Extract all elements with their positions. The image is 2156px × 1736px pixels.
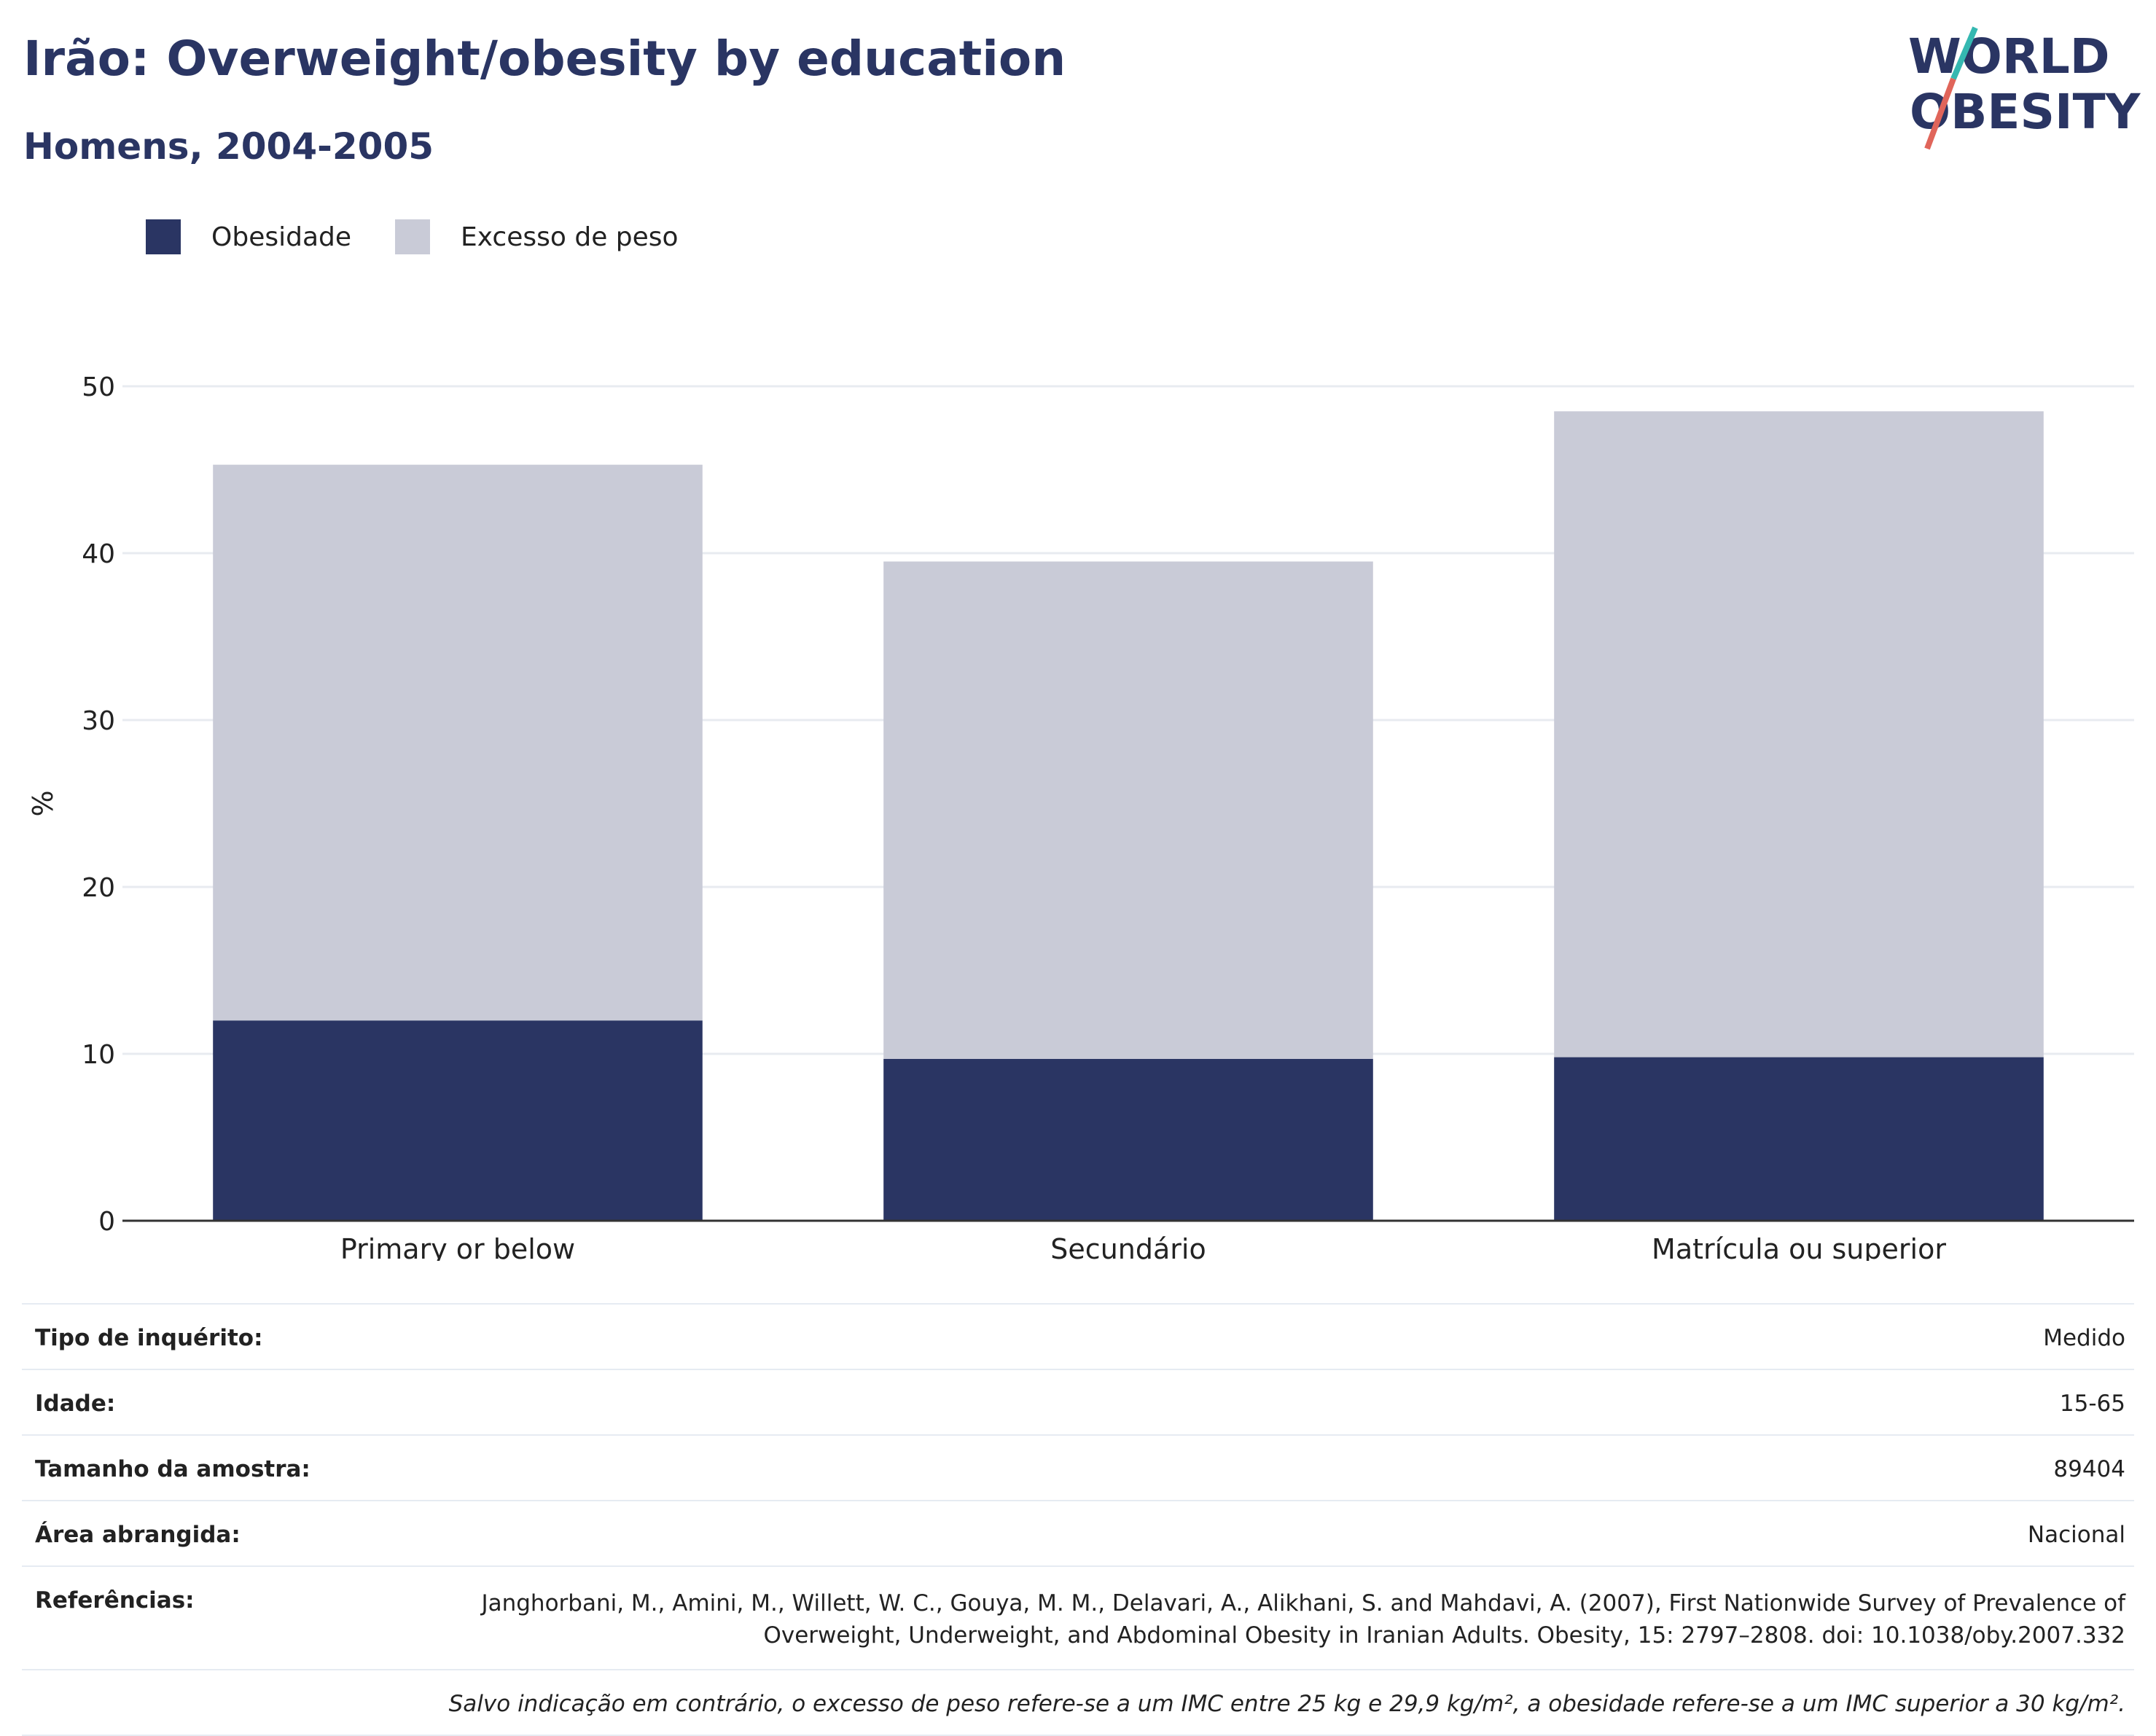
definition-note: Salvo indicação em contrário, o excesso … xyxy=(22,1669,2134,1736)
bar-overweight xyxy=(883,561,1373,1059)
legend-item-obesity[interactable]: Obesidade xyxy=(146,219,351,254)
logo-slash-teal xyxy=(1950,26,1978,80)
chart-title: Irão: Overweight/obesity by education xyxy=(23,31,1066,87)
detail-row-area: Área abrangida: Nacional xyxy=(22,1500,2134,1565)
area-label: Área abrangida: xyxy=(35,1522,241,1548)
bar-obesity xyxy=(1554,1057,2044,1221)
world-obesity-logo: WORLD OBESITY xyxy=(1908,26,2141,150)
y-tick-label: 50 xyxy=(82,372,115,402)
legend-label-overweight: Excesso de peso xyxy=(461,222,679,252)
chart-legend: Obesidade Excesso de peso xyxy=(146,219,722,255)
survey-type-label: Tipo de inquérito: xyxy=(35,1325,263,1351)
definition-note-text: Salvo indicação em contrário, o excesso … xyxy=(448,1691,2125,1717)
sample-size-value: 89404 xyxy=(2053,1456,2125,1482)
y-tick-label: 30 xyxy=(82,706,115,736)
bar-chart: 0 10 20 30 40 50% Primary or below Secundário Ma… xyxy=(27,372,2134,1261)
legend-swatch-overweight xyxy=(395,219,431,254)
bar-overweight xyxy=(213,464,703,1021)
bar-obesity xyxy=(883,1058,1373,1221)
sample-size-label: Tamanho da amostra: xyxy=(35,1456,310,1482)
y-axis-label: % xyxy=(27,790,59,816)
references-label: Referências: xyxy=(35,1587,195,1614)
age-value: 15-65 xyxy=(2059,1391,2125,1417)
area-value: Nacional xyxy=(2027,1522,2125,1548)
logo-word-world: WORLD xyxy=(1908,28,2110,85)
detail-row-survey-type: Tipo de inquérito: Medido xyxy=(22,1303,2134,1369)
references-value: Janghorbani, M., Amini, M., Willett, W. … xyxy=(481,1590,2125,1649)
detail-row-sample: Tamanho da amostra: 89404 xyxy=(22,1434,2134,1500)
survey-type-value: Medido xyxy=(2043,1325,2125,1351)
age-label: Idade: xyxy=(35,1391,116,1417)
y-tick-label: 20 xyxy=(82,873,115,903)
y-tick-label: 0 xyxy=(98,1207,115,1237)
legend-label-obesity: Obesidade xyxy=(211,222,352,252)
logo-slash-red xyxy=(1924,77,1956,150)
detail-row-references: Referências: Janghorbani, M., Amini, M.,… xyxy=(22,1565,2134,1669)
bar-obesity xyxy=(213,1020,703,1221)
x-tick-label: Secundário xyxy=(1050,1233,1206,1261)
chart-subtitle: Homens, 2004-2005 xyxy=(23,125,434,168)
y-tick-label: 40 xyxy=(82,539,115,569)
x-tick-label: Primary or below xyxy=(340,1233,575,1261)
bar-overweight xyxy=(1554,411,2044,1057)
legend-item-overweight[interactable]: Excesso de peso xyxy=(395,219,679,254)
survey-details: Tipo de inquérito: Medido Idade: 15-65 T… xyxy=(22,1303,2134,1736)
logo-word-obesity: OBESITY xyxy=(1910,84,2141,140)
detail-row-age: Idade: 15-65 xyxy=(22,1369,2134,1434)
y-tick-label: 10 xyxy=(82,1040,115,1070)
legend-swatch-obesity xyxy=(146,219,181,254)
x-tick-label: Matrícula ou superior xyxy=(1652,1233,1946,1261)
